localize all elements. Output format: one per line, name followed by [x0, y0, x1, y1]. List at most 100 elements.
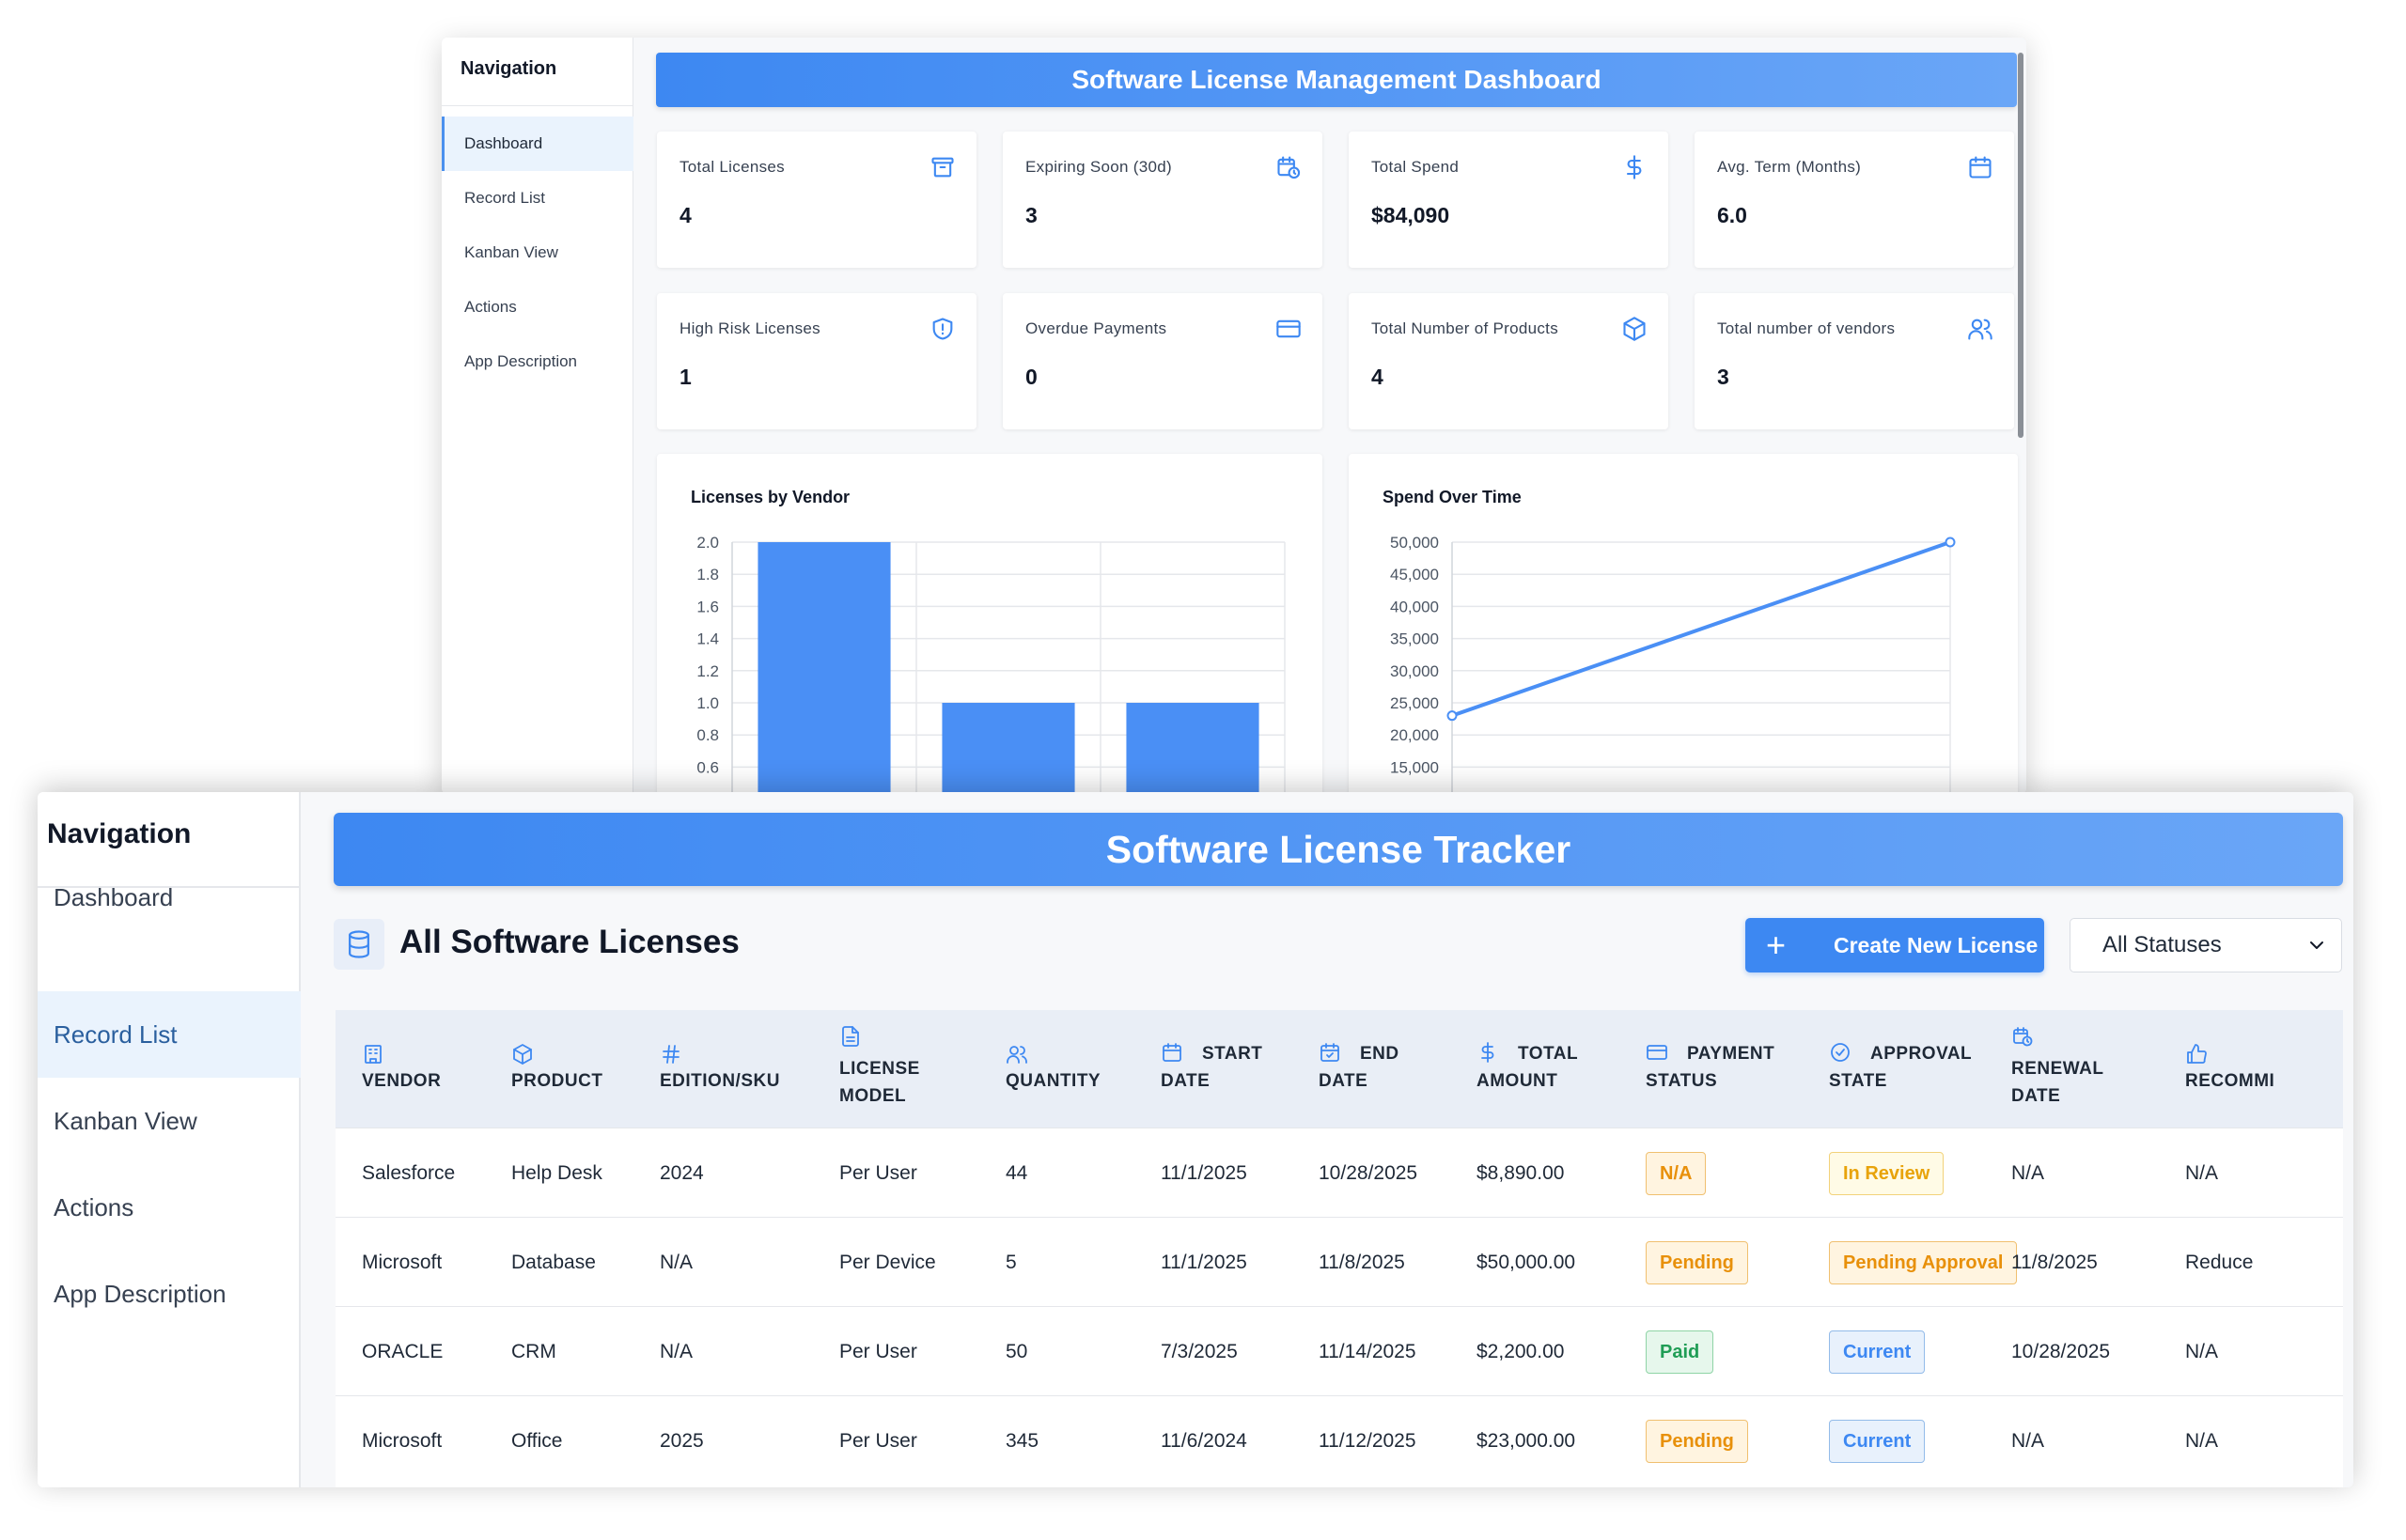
scrollbar[interactable]: [2018, 53, 2023, 438]
y-tick-label: 35,000: [1390, 630, 1439, 648]
database-icon: [349, 930, 369, 958]
licenses-by-vendor-chart: Licenses by Vendor 2.0 1.8 1.6 1.4 1.2 1.0 0.8…: [657, 454, 1322, 794]
sidebar-item-record-list[interactable]: Record List: [38, 991, 301, 1078]
cell-quantity: 44: [1006, 1162, 1028, 1184]
table-row[interactable]: Microsoft Office 2025 Per User 345 11/6/2024 1…: [336, 1395, 2343, 1485]
shield-icon: [932, 318, 953, 340]
cell-renewal: 10/28/2025: [2011, 1341, 2111, 1362]
calendar-clock-icon: [2013, 1027, 2033, 1047]
spend-over-time-chart: Spend Over Time 50,000 45,000 40,000 35,000…: [1349, 454, 2018, 794]
payment-status-badge: N/A: [1646, 1152, 1707, 1195]
column-header[interactable]: LICENSE MODEL: [839, 1010, 1006, 1128]
cell-vendor: Microsoft: [362, 1430, 443, 1452]
bar: [758, 542, 891, 794]
data-point: [1945, 537, 1956, 548]
cell-renewal: N/A: [2011, 1430, 2045, 1452]
cell-recommendation: N/A: [2185, 1430, 2219, 1452]
cell-end: 11/14/2025: [1319, 1341, 1416, 1362]
column-header-label: QUANTITY: [1006, 1071, 1101, 1091]
kpi-value: 1: [680, 365, 692, 389]
column-header[interactable]: END DATE: [1319, 1010, 1476, 1128]
cell-start: 11/1/2025: [1161, 1252, 1247, 1273]
kpi-label: Total Spend: [1371, 158, 1460, 176]
kpi-label: Avg. Term (Months): [1717, 158, 1862, 176]
status-filter-select[interactable]: All Statuses: [2070, 918, 2342, 972]
payment-status-badge: Pending: [1646, 1420, 1748, 1463]
column-header-label: APPROVAL: [1870, 1044, 1973, 1064]
column-header[interactable]: RECOMMI: [2185, 1010, 2343, 1128]
column-header-label: LICENSE: [839, 1059, 920, 1079]
sidebar-item-kanban-view[interactable]: Kanban View: [464, 243, 558, 261]
kpi-value: $84,090: [1371, 203, 1450, 227]
column-header-label: DATE: [2011, 1086, 2061, 1106]
dashboard-banner: Software License Management Dashboard: [656, 53, 2017, 107]
kpi-card-overdue-payments: Overdue Payments 0: [1003, 293, 1322, 429]
y-tick-label: 1.6: [696, 598, 719, 615]
bar-chart-svg: 2.0 1.8 1.6 1.4 1.2 1.0 0.8 0.6: [696, 534, 1286, 794]
licenses-table: VENDOR PRODUCT EDITION/SKU LICENSE MODEL QUAN…: [336, 1010, 2343, 1487]
sidebar-item-app-description[interactable]: App Description: [54, 1280, 227, 1308]
kpi-card-total-spend: Total Spend $84,090: [1349, 132, 1668, 268]
sidebar-item-dashboard[interactable]: Dashboard: [54, 883, 174, 911]
data-point: [1446, 710, 1458, 722]
document-icon: [842, 1026, 859, 1047]
cell-start: 11/6/2024: [1161, 1430, 1247, 1452]
kpi-label: Overdue Payments: [1025, 319, 1167, 337]
table-row[interactable]: ORACLE CRM N/A Per User 50 7/3/2025 11/14/2025…: [336, 1306, 2343, 1395]
kpi-card-high-risk: High Risk Licenses 1: [657, 293, 976, 429]
column-header-label: TOTAL: [1518, 1044, 1579, 1064]
cell-model: Per User: [839, 1430, 917, 1452]
column-header[interactable]: QUANTITY: [1006, 1010, 1161, 1128]
column-header[interactable]: EDITION/SKU: [660, 1010, 839, 1128]
column-header[interactable]: TOTAL AMOUNT: [1476, 1010, 1646, 1128]
column-header[interactable]: APPROVAL STATE: [1829, 1010, 2011, 1128]
sidebar-item-actions[interactable]: Actions: [464, 298, 517, 316]
bar: [942, 703, 1075, 794]
column-header[interactable]: VENDOR: [362, 1010, 511, 1128]
dashboard-window: Navigation Dashboard Record List Kanban …: [442, 38, 2026, 794]
cell-product: Help Desk: [511, 1162, 602, 1184]
y-tick-label: 20,000: [1390, 726, 1439, 744]
cell-renewal: N/A: [2011, 1162, 2045, 1184]
cube-icon: [1623, 317, 1646, 341]
payment-status-badge: Paid: [1646, 1330, 1714, 1374]
column-header[interactable]: START DATE: [1161, 1010, 1319, 1128]
create-new-license-button[interactable]: + Create New License: [1745, 918, 2044, 972]
cell-recommendation: Reduce: [2185, 1252, 2254, 1273]
cell-edition: N/A: [660, 1341, 694, 1362]
cell-edition: N/A: [660, 1252, 694, 1273]
kpi-label: Total number of vendors: [1717, 319, 1896, 337]
sidebar-item-record-list[interactable]: Record List: [464, 189, 545, 207]
series-line: [1451, 540, 1951, 718]
approval-state-badge: Current: [1829, 1420, 1926, 1463]
column-header-label: DATE: [1161, 1071, 1211, 1091]
kpi-card-total-vendors: Total number of vendors 3: [1695, 293, 2014, 429]
cell-amount: $2,200.00: [1476, 1341, 1565, 1362]
tracker-banner: Software License Tracker: [334, 813, 2343, 886]
calendar-icon: [1163, 1043, 1181, 1062]
sidebar-item-kanban-view[interactable]: Kanban View: [54, 1107, 197, 1135]
column-header-label: STATE: [1829, 1071, 1887, 1091]
y-tick-label: 25,000: [1390, 694, 1439, 712]
table-row[interactable]: Microsoft Database N/A Per Device 5 11/1/2025…: [336, 1217, 2343, 1306]
column-header[interactable]: PAYMENT STATUS: [1646, 1010, 1829, 1128]
calendar-icon: [1969, 156, 1992, 179]
kpi-value: 0: [1025, 365, 1038, 389]
column-header-label: MODEL: [839, 1086, 907, 1106]
column-header[interactable]: RENEWAL DATE: [2011, 1010, 2185, 1128]
kpi-card-expiring-soon: Expiring Soon (30d) 3: [1003, 132, 1322, 268]
column-header[interactable]: PRODUCT: [511, 1010, 660, 1128]
credit-card-icon: [1647, 1045, 1667, 1060]
column-header-label: END: [1360, 1044, 1399, 1064]
kpi-label: High Risk Licenses: [680, 319, 820, 337]
sidebar-item-app-description[interactable]: App Description: [464, 352, 578, 370]
y-tick-label: 0.8: [696, 726, 719, 744]
y-tick-label: 45,000: [1390, 566, 1439, 583]
sidebar-item-actions[interactable]: Actions: [54, 1193, 134, 1221]
y-tick-label: 40,000: [1390, 598, 1439, 615]
tracker-sidebar: Navigation Dashboard Record List Kanban …: [38, 792, 301, 1487]
dollar-icon: [1626, 155, 1642, 179]
sidebar-item-dashboard[interactable]: Dashboard: [442, 117, 633, 171]
cell-model: Per User: [839, 1162, 917, 1184]
table-row[interactable]: Salesforce Help Desk 2024 Per User 44 11/1/20…: [336, 1128, 2343, 1217]
